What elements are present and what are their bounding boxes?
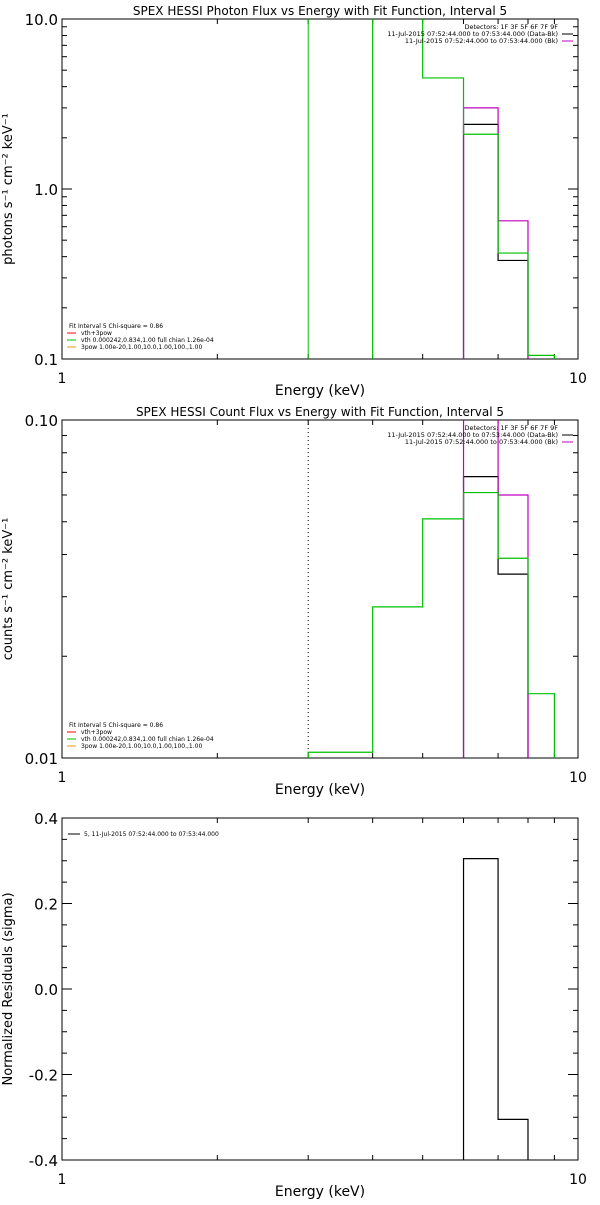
x-axis-label: Energy (keV) (275, 383, 365, 399)
header-text: 11-Jul-2015 07:52:44.000 to 07:53:44.000… (387, 30, 558, 38)
y-tick-label: 10.0 (25, 11, 58, 29)
header-text: 11-Jul-2015 07:52:44.000 to 07:53:44.000… (405, 37, 558, 45)
y-axis-label: photons s⁻¹ cm⁻² keV⁻¹ (1, 113, 16, 265)
y-axis-label: Normalized Residuals (sigma) (1, 892, 16, 1085)
fit-info-text: vth 0.000242,0.834,1.00 full chian 1.26e… (81, 736, 214, 743)
chart-panel-3: 1 10 -0.4 -0.2 0.0 0.2 0.4 Energy (keV) Normaliz… (1, 810, 587, 1200)
plot-area (462, 858, 529, 1160)
fit-info-text: vth+3pow (81, 729, 112, 736)
chart-title: SPEX HESSI Photon Flux vs Energy with Fi… (133, 4, 507, 18)
fit-info-text: Fit Interval 5 Chi-square = 0.86 (69, 722, 163, 729)
y-tick-label: 0.2 (34, 896, 58, 914)
x-tick-label: 10 (569, 770, 587, 786)
y-tick-label: 0.1 (34, 351, 58, 369)
x-axis-label: Energy (keV) (275, 1184, 365, 1200)
y-axis-label: counts s⁻¹ cm⁻² keV⁻¹ (1, 518, 16, 661)
y-tick-label: 0.10 (25, 412, 58, 430)
x-tick-label: 1 (58, 770, 67, 786)
series-1-histogram (462, 476, 529, 758)
plot-frame (61, 18, 579, 360)
fit-info-text: 3pow 1.00e-20,1.00,10.0,1.00,100.,1.00 (81, 344, 202, 351)
fit-info-text: Fit Interval 5 Chi-square = 0.86 (69, 323, 163, 330)
series-3-histogram (307, 491, 555, 758)
y-tick-label: 0.0 (34, 981, 58, 999)
series-2-histogram (462, 107, 529, 359)
x-tick-label: 10 (569, 1172, 587, 1188)
legend-text: 5, 11-Jul-2015 07:52:44.000 to 07:53:44.… (84, 831, 219, 838)
series-3-histogram (372, 19, 555, 359)
x-tick-label: 10 (569, 371, 587, 387)
plot-area (307, 19, 555, 359)
plot-area (307, 420, 555, 758)
y-tick-label: -0.2 (29, 1067, 58, 1085)
plot-frame (61, 817, 579, 1161)
header-text: Detectors: 1F 3F 5F 6F 7F 9F (464, 424, 558, 432)
chart-title: SPEX HESSI Count Flux vs Energy with Fit… (136, 405, 504, 419)
x-tick-label: 1 (58, 1172, 67, 1188)
header-text: 11-Jul-2015 07:52:44.000 to 07:53:44.000… (405, 438, 558, 446)
plot-frame (61, 419, 579, 759)
header-text: 11-Jul-2015 07:52:44.000 to 07:53:44.000… (387, 431, 558, 439)
fit-info-text: 3pow 1.00e-20,1.00,10.0,1.00,100.,1.00 (81, 743, 202, 750)
chart-panel-1: 1 10 0.1 1.0 10.0 SPEX HESSI Photon Flux vs E… (1, 4, 587, 399)
fit-info-text: vth+3pow (81, 330, 112, 337)
y-tick-label: 1.0 (34, 181, 58, 199)
x-axis-label: Energy (keV) (275, 782, 365, 798)
fit-info-text: vth 0.000242,0.834,1.00 full chian 1.26e… (81, 337, 214, 344)
y-tick-label: 0.01 (25, 750, 58, 768)
series-1-histogram (462, 123, 529, 359)
header-text: Detectors: 1F 3F 5F 6F 7F 9F (464, 23, 558, 31)
chart-panel-2: 1 10 0.01 0.10 SPEX HESSI Count Flux vs Ener… (1, 405, 587, 798)
series-2-histogram (462, 420, 529, 758)
y-tick-label: 0.4 (34, 810, 58, 828)
x-tick-label: 1 (58, 371, 67, 387)
y-tick-label: -0.4 (29, 1152, 58, 1170)
series-1-histogram (462, 858, 529, 1160)
